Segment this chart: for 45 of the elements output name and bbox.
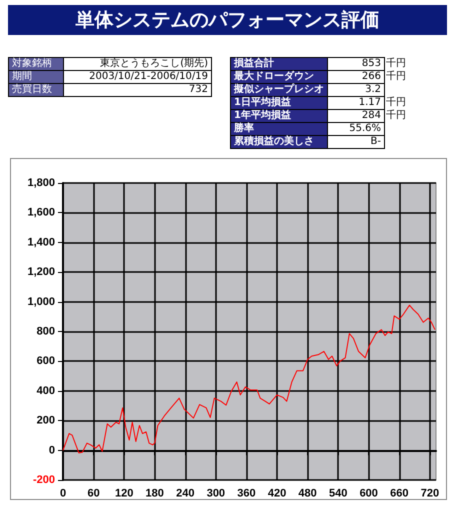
y-tick-label: 0 [48,444,55,456]
x-tick-label: 720 [420,488,440,500]
x-tick-label: 480 [298,488,317,500]
y-tick-label: 1,800 [27,177,55,189]
text: 累積損益の美しさ [230,136,328,148]
x-tick-label: 240 [176,488,194,500]
text: 853 千円 [360,58,407,70]
text: 55.6% [328,122,384,136]
x-tick-label: 420 [268,488,286,500]
text: 732 [64,84,212,96]
text: 1.17 千円 [358,96,407,110]
y-tick-label: 1,200 [27,266,55,278]
text: 擬似シャープレシオ [230,84,328,96]
y-tick-label: -200 [32,474,55,486]
text: 東京とうもろこし(期先) [64,58,212,70]
x-tick-label: 300 [206,488,226,500]
x-tick-label: 600 [360,488,378,500]
text: B- [328,136,384,148]
y-tick-label: 400 [36,384,55,397]
x-tick-label: 60 [87,488,100,500]
text: 損益合計 [230,58,328,70]
x-tick-label: 180 [146,488,164,500]
x-tick-label: 120 [114,488,134,500]
text: 284 千円 [360,110,407,122]
text: 1日平均損益 [230,96,328,110]
x-tick-label: 660 [390,488,408,500]
text: 勝率 [230,122,328,136]
x-tick-label: 360 [237,488,256,500]
text: 3.2 [328,84,384,96]
y-tick-label: 200 [36,414,55,427]
y-tick-label: 1,400 [27,236,55,248]
text: 266 千円 [360,70,407,84]
y-tick-label: 600 [36,355,55,368]
text: 2003/10/21-2006/10/19 [64,70,212,84]
text: 1年平均損益 [230,110,328,122]
chart-title: 単体システムのパフォーマンス評価 [8,5,447,35]
y-tick-label: 1,000 [27,296,55,308]
x-tick-label: 0 [60,488,66,500]
text: 最大ドローダウン [230,70,328,84]
text: 対象銘柄 [8,58,64,70]
y-tick-label: 1,600 [27,206,55,219]
x-tick-label: 540 [328,488,348,500]
text: 売買日数 [8,84,64,96]
text: 期間 [8,70,64,84]
y-tick-label: 800 [36,326,55,338]
